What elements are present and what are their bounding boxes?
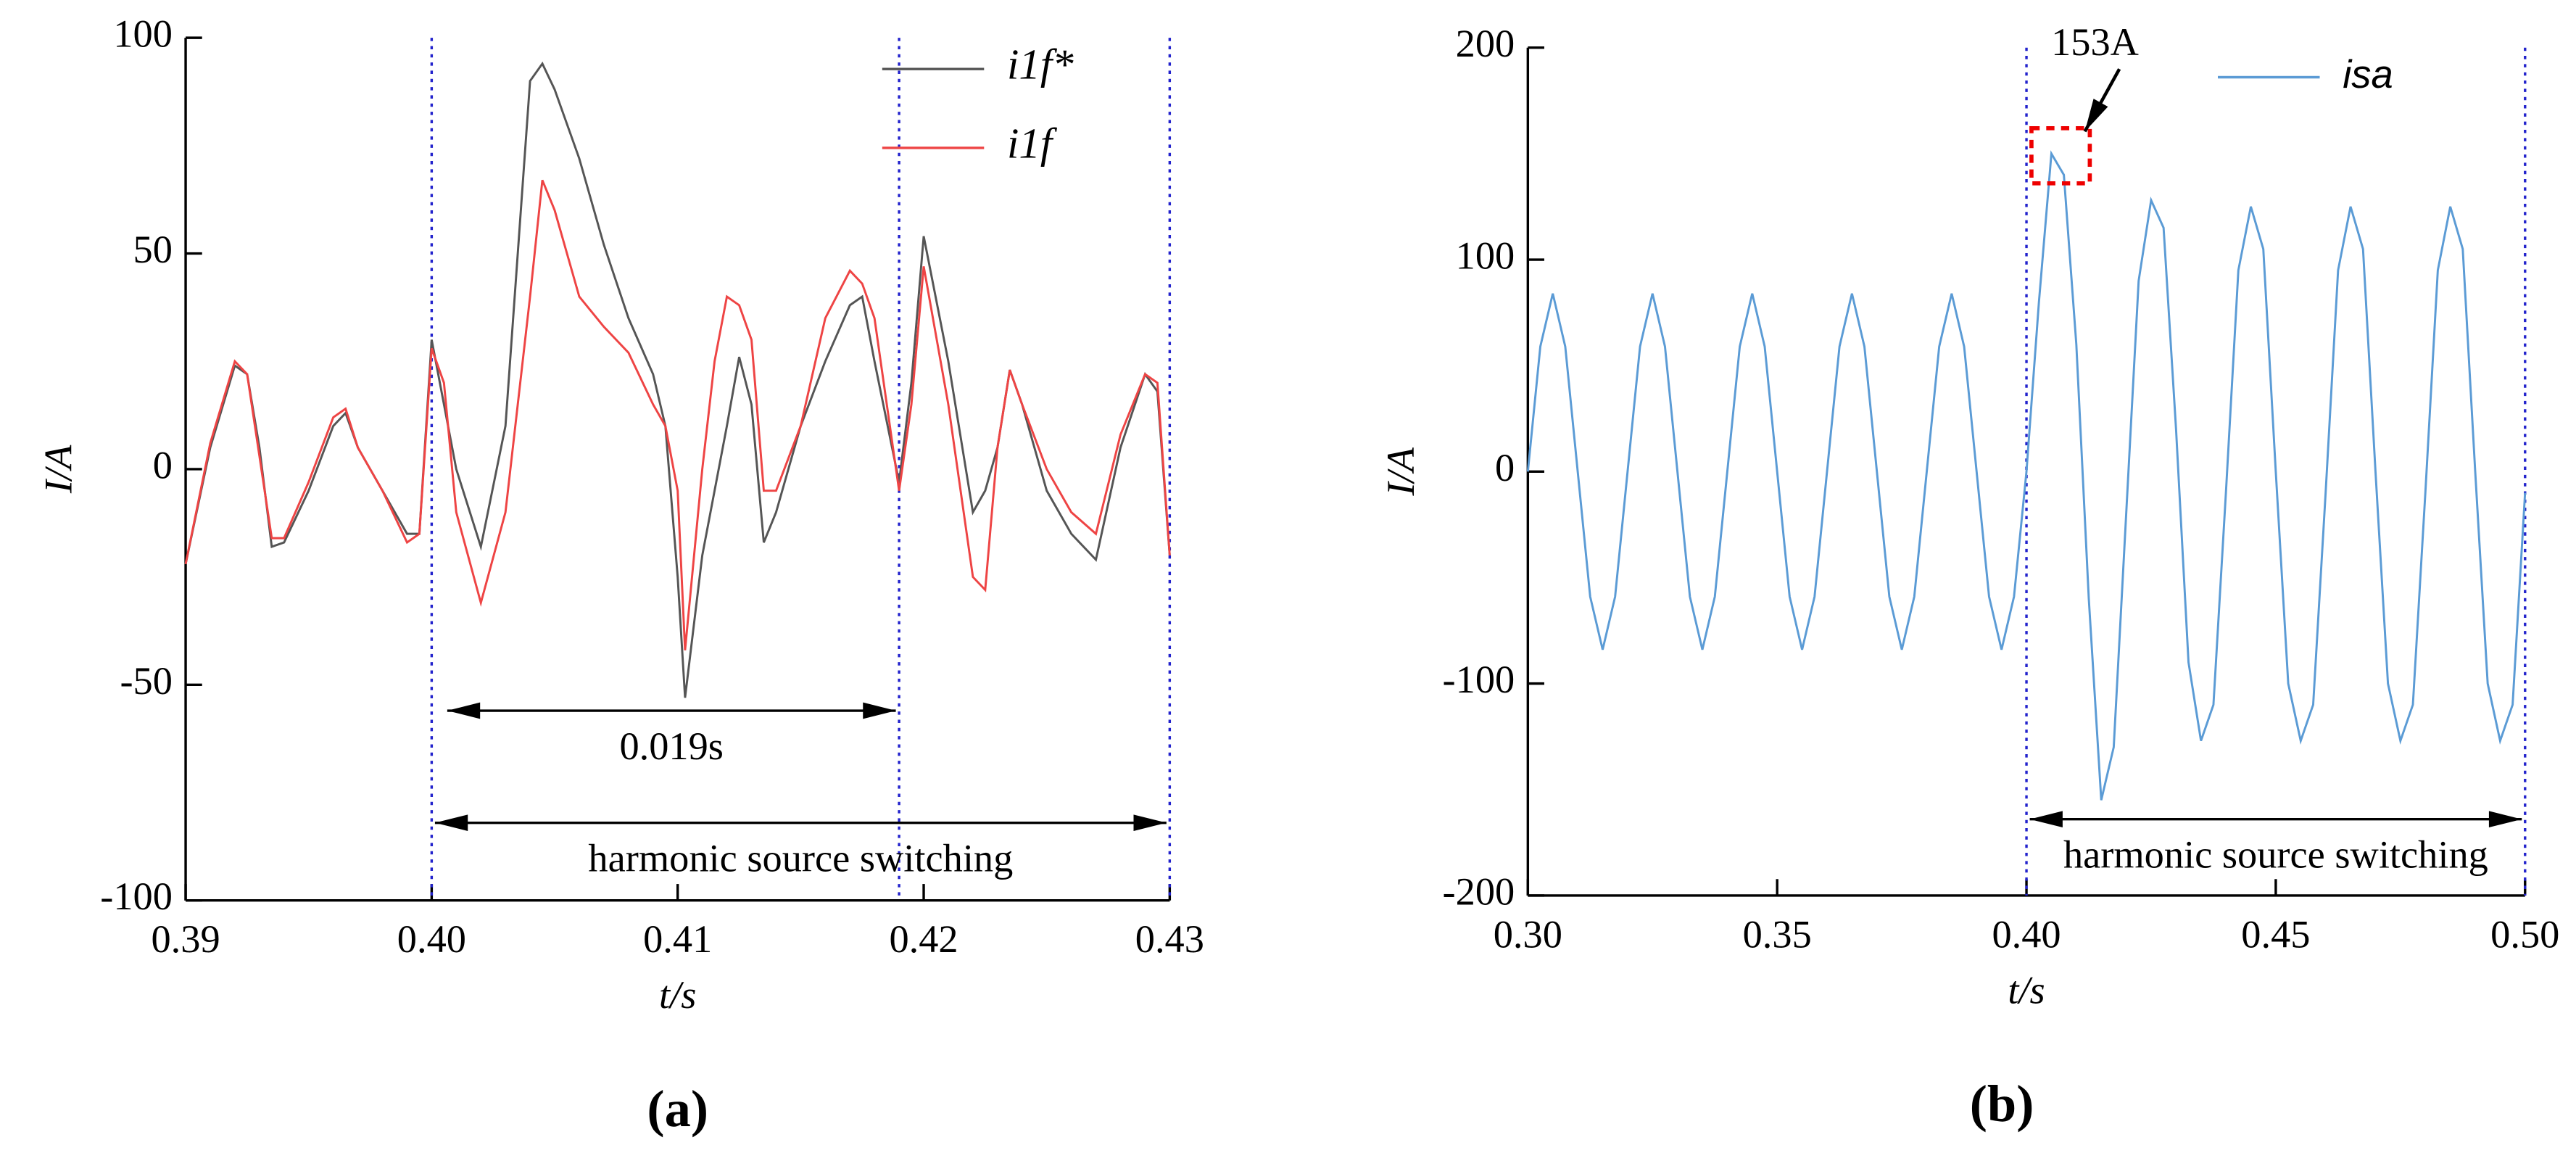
y-tick-label: 100	[1456, 234, 1515, 278]
y-tick-label: 0	[153, 443, 173, 487]
span-label: 0.019s	[619, 724, 724, 768]
series-line	[184, 179, 1171, 650]
y-axis-label: I/A	[1379, 447, 1422, 496]
callout-box	[2029, 125, 2092, 186]
x-axis-label: t/s	[2008, 968, 2045, 1012]
x-tick-label: 0.39	[151, 917, 220, 961]
panel: -100 -50 0 50 100 0.39 0.40 0.41 0.42 0.43 t/s I/A (…	[37, 12, 1204, 1138]
panel-label: (a)	[647, 1079, 708, 1138]
y-tick-label: 0	[1495, 446, 1515, 489]
legend-label: i1f*	[1007, 41, 1074, 88]
x-tick-label: 0.43	[1135, 917, 1204, 961]
legend-label: isa	[2343, 52, 2393, 96]
panel: -200 -100 0 100 200 0.30 0.35 0.40 0.45 0.50 t/s I/…	[1379, 20, 2559, 1133]
span-label: harmonic source switching	[588, 837, 1013, 880]
x-tick-label: 0.30	[1494, 912, 1562, 956]
x-tick-label: 0.42	[889, 917, 958, 961]
x-tick-label: 0.41	[643, 917, 712, 961]
y-tick-label: 50	[133, 228, 173, 271]
x-tick-label: 0.50	[2490, 912, 2559, 956]
callout-arrow	[2083, 68, 2121, 133]
y-tick-label: 200	[1456, 22, 1515, 65]
x-tick-label: 0.45	[2241, 912, 2310, 956]
series-line	[1526, 150, 2527, 801]
panel-label: (b)	[1970, 1074, 2034, 1133]
callout-label: 153A	[2051, 20, 2139, 64]
x-tick-label: 0.40	[397, 917, 466, 961]
span-label: harmonic source switching	[2063, 833, 2488, 877]
legend-label: i1f	[1007, 120, 1058, 167]
x-tick-label: 0.40	[1992, 912, 2061, 956]
y-tick-label: -100	[100, 875, 173, 918]
y-tick-label: -100	[1443, 658, 1515, 701]
x-axis-label: t/s	[659, 973, 696, 1017]
y-axis-label: I/A	[37, 445, 80, 494]
y-tick-label: -50	[120, 659, 172, 703]
y-tick-label: -200	[1443, 869, 1515, 913]
x-tick-label: 0.35	[1743, 912, 1812, 956]
y-tick-label: 100	[113, 12, 173, 56]
